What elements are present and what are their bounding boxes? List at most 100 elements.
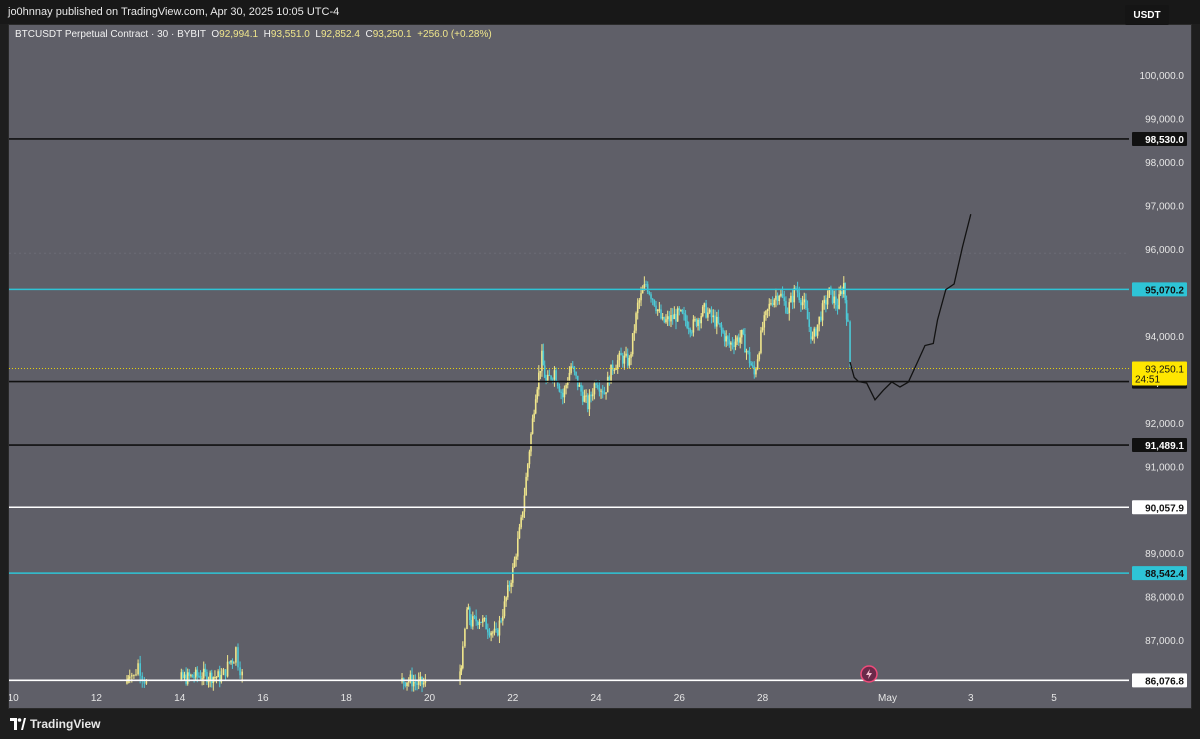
candle-body [580, 384, 582, 392]
candle-body [546, 374, 549, 382]
candle-body [643, 284, 646, 290]
candle-body [135, 674, 137, 676]
level-label-bg [1132, 282, 1187, 297]
candle-body [231, 660, 234, 663]
candle-body [816, 324, 819, 336]
candle-body [655, 305, 657, 312]
candle-body [760, 330, 762, 353]
level-label: 91,489.1 [1145, 441, 1184, 452]
candle-body [226, 661, 229, 677]
level-label: 90,057.9 [1145, 503, 1184, 514]
footer: TradingView [0, 709, 1200, 739]
candle-body [503, 601, 506, 617]
candle-body [833, 296, 836, 304]
x-tick-label: 20 [424, 693, 436, 704]
candle-body [695, 319, 698, 326]
candle-body [543, 365, 546, 378]
candle-body [811, 336, 814, 340]
x-tick-label: 14 [174, 693, 186, 704]
candle-body [684, 314, 687, 322]
candle-body [480, 621, 482, 623]
candle-body [720, 324, 723, 330]
y-tick-label: 96,000.0 [1145, 245, 1184, 256]
candle-body [497, 629, 499, 636]
candle-body [209, 672, 211, 680]
candle-body [182, 672, 184, 678]
y-tick-label: 99,000.0 [1145, 115, 1184, 126]
candle-body [510, 582, 512, 587]
candle-body [506, 585, 509, 598]
candle-body [235, 647, 237, 663]
footer-brand[interactable]: TradingView [30, 717, 101, 731]
candle-body [821, 303, 824, 321]
candle-body [826, 297, 829, 305]
candle-body [733, 345, 735, 347]
candle-body [581, 391, 584, 402]
candle-body [406, 682, 408, 686]
candle-body [828, 287, 831, 298]
candle-body [139, 663, 141, 676]
candle-body [193, 677, 195, 679]
candle-body [717, 316, 720, 324]
candle-body [800, 300, 802, 306]
candle-body [730, 342, 732, 345]
candle-body [571, 366, 574, 368]
symbol-legend: BTCUSDT Perpetual Contract · 30 · BYBIT … [15, 29, 492, 40]
candle-body [218, 671, 221, 682]
candle-body [815, 328, 817, 336]
candle-body [204, 668, 207, 673]
candle-body [553, 370, 556, 380]
candle-body [464, 629, 466, 647]
candle-body [710, 309, 713, 318]
level-label-bg [1132, 500, 1187, 515]
candle-body [747, 350, 749, 352]
candle-body [673, 313, 676, 320]
candle-body [194, 669, 197, 678]
candle-body [131, 675, 133, 677]
candle-body [768, 303, 771, 310]
x-tick-label: 22 [507, 693, 519, 704]
candle-body [526, 464, 529, 477]
candle-body [185, 674, 187, 684]
candle-body [751, 365, 754, 367]
x-tick-label: 3 [968, 693, 974, 704]
candle-body [528, 451, 531, 465]
candle-body [601, 390, 604, 394]
candle-body [645, 284, 647, 286]
x-tick-label: 18 [341, 693, 353, 704]
candle-body [703, 303, 706, 307]
candle-body [460, 668, 463, 672]
candle-body [778, 295, 781, 302]
candle-body [776, 295, 779, 302]
candle-body [508, 585, 511, 587]
candle-body [842, 283, 845, 295]
candle-body [591, 394, 594, 397]
candle-body [728, 339, 731, 345]
candle-body [590, 394, 592, 397]
candle-body [841, 291, 844, 295]
currency-button[interactable]: USDT [1125, 5, 1169, 25]
candle-body [823, 299, 826, 304]
candle-body [765, 310, 767, 316]
candle-body [610, 364, 612, 384]
y-tick-label: 89,000.0 [1145, 549, 1184, 560]
candle-body [180, 672, 183, 680]
candle-body [761, 327, 764, 331]
chart-frame[interactable]: 100,000.0 99,000.0 98,000.0 97,000.0 96,000.… [8, 24, 1192, 709]
candle-body [578, 384, 581, 387]
candle-body [623, 355, 626, 364]
price-chart[interactable]: 100,000.0 99,000.0 98,000.0 97,000.0 96,000.… [9, 25, 1192, 709]
candle-body [482, 618, 484, 623]
candle-body [467, 607, 470, 610]
candle-body [803, 299, 806, 303]
candle-body [199, 675, 202, 679]
candle-body [775, 295, 777, 300]
candle-body [533, 413, 535, 419]
candle-body [483, 618, 486, 620]
flash-icon[interactable] [860, 665, 878, 683]
candle-body [806, 308, 809, 320]
candle-body [520, 517, 522, 528]
candle-body [478, 621, 481, 626]
candle-body [202, 668, 205, 679]
candle-body [831, 288, 834, 304]
